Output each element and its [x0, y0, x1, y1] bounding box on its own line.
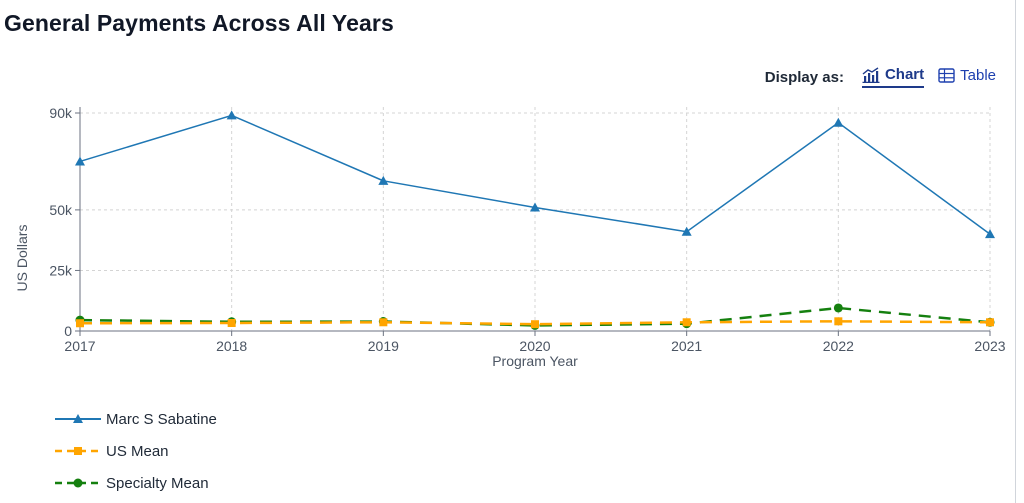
- x-tick-label: 2021: [671, 338, 702, 354]
- legend-label: Marc S Sabatine: [106, 410, 217, 428]
- x-tick-label: 2019: [368, 338, 399, 354]
- display-toggle-bar: Display as: Chart Table: [765, 66, 996, 88]
- panel-border: [1015, 0, 1016, 503]
- legend-swatch-square-icon: [55, 447, 101, 455]
- x-tick-label: 2020: [519, 338, 550, 354]
- legend-label: US Mean: [106, 442, 169, 460]
- x-tick-label: 2017: [64, 338, 95, 354]
- data-point-square: [531, 320, 539, 329]
- line-chart: 0 25k 50k 90k 2017 2018 2019 2020 2021 2022 2023 Pr…: [14, 105, 1006, 369]
- display-as-label: Display as:: [764, 68, 844, 86]
- legend-swatch-circle-icon: [55, 478, 101, 488]
- data-point-square: [227, 319, 236, 328]
- legend-item-series-3[interactable]: Specialty Mean: [54, 472, 217, 494]
- data-point-square: [76, 319, 84, 328]
- data-point-triangle: [833, 117, 844, 127]
- data-point-triangle: [75, 156, 85, 166]
- y-tick-label: 0: [64, 323, 72, 339]
- data-point-triangle: [530, 202, 540, 212]
- chart-icon: [862, 66, 880, 83]
- chart-legend: Marc S Sabatine US Mean Specialty Mean: [54, 408, 217, 494]
- data-point-triangle: [681, 226, 692, 236]
- legend-swatch-triangle-icon: [55, 414, 101, 423]
- data-point-triangle: [985, 229, 995, 239]
- y-tick-label: 90k: [49, 105, 73, 121]
- data-point-square: [986, 318, 994, 327]
- data-point-square: [682, 318, 691, 327]
- page-title: General Payments Across All Years: [4, 10, 394, 36]
- y-tick-label: 50k: [49, 202, 73, 218]
- legend-item-series-1[interactable]: Marc S Sabatine: [54, 408, 217, 430]
- chart-toggle-label: Chart: [884, 66, 925, 83]
- data-point-square: [834, 317, 843, 326]
- x-axis-title: Program Year: [492, 353, 578, 369]
- data-point-circle: [833, 303, 843, 313]
- x-tick-label: 2022: [823, 338, 854, 354]
- legend-label: Specialty Mean: [106, 474, 209, 492]
- data-point-square: [379, 318, 388, 327]
- x-tick-label: 2023: [974, 338, 1005, 354]
- legend-item-series-2[interactable]: US Mean: [54, 440, 217, 462]
- table-toggle-button[interactable]: Table: [938, 67, 996, 87]
- x-tick-label: 2018: [216, 338, 247, 354]
- chart-toggle-button[interactable]: Chart: [861, 66, 925, 88]
- y-axis-title: US Dollars: [14, 225, 30, 292]
- y-tick-label: 25k: [49, 262, 73, 278]
- data-point-triangle: [226, 110, 237, 120]
- table-toggle-label: Table: [960, 67, 996, 84]
- table-icon: [938, 68, 955, 83]
- data-point-triangle: [378, 175, 389, 185]
